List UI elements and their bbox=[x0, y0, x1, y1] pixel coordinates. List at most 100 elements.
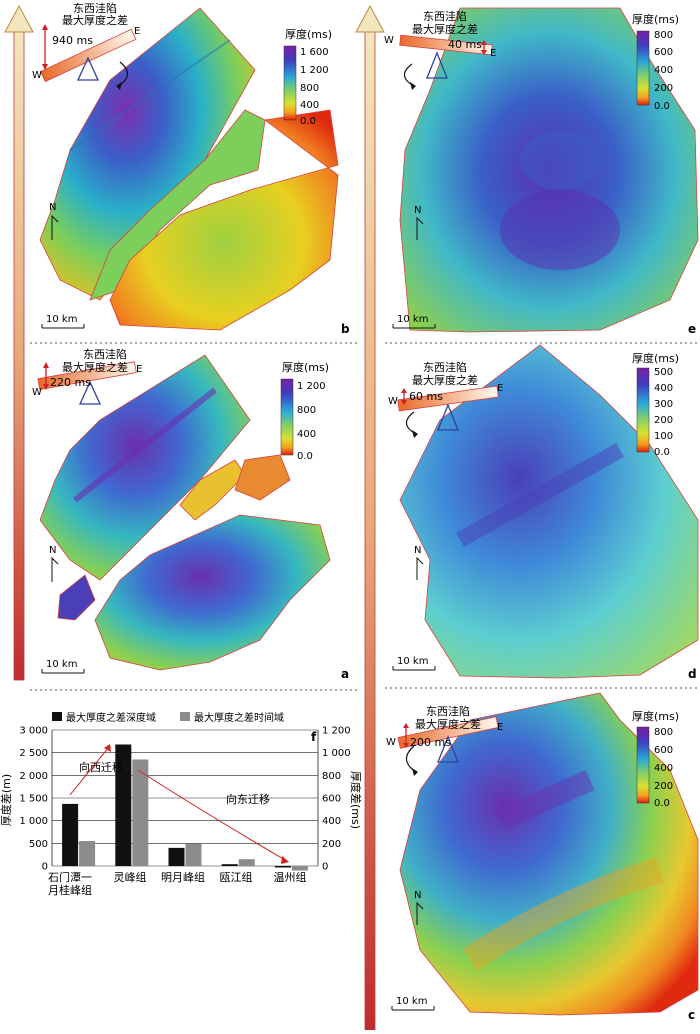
chart-ytick-left: 2 000 bbox=[19, 771, 48, 782]
tilt-diagram-c: 东西洼陷 最大厚度之差 200 ms W E bbox=[386, 704, 503, 776]
chart-ytick-left: 500 bbox=[29, 839, 48, 850]
map-c bbox=[399, 692, 699, 1016]
panel-letter-d: d bbox=[688, 667, 697, 681]
tilt-label2-d: 最大厚度之差 bbox=[412, 373, 478, 387]
scale-bar-d: 10 km bbox=[392, 656, 436, 671]
chart-bar-depth bbox=[221, 864, 238, 866]
north-arrow-e: N bbox=[414, 205, 424, 240]
west-label-e: W bbox=[384, 35, 394, 46]
tilt-diagram-e: 东西洼陷 最大厚度之差 40 ms W E bbox=[384, 9, 496, 90]
legend-tick-d-0: 500 bbox=[654, 367, 673, 378]
chart-bar-time bbox=[291, 866, 308, 871]
svg-text:10 km: 10 km bbox=[397, 314, 428, 325]
scale-bar-a: 10 km bbox=[41, 659, 85, 674]
arrow-east bbox=[137, 769, 286, 861]
legend-swatch-depth bbox=[52, 712, 62, 721]
chart-ylabel-left: 厚度差(m) bbox=[0, 774, 13, 826]
legend-tick-e-4: 0.0 bbox=[654, 101, 670, 112]
legend-tick-b-3: 400 bbox=[300, 100, 319, 111]
east-label-b: E bbox=[134, 26, 140, 37]
chart-ytick-right: 1 000 bbox=[322, 748, 351, 759]
panel-d: 东西洼陷 最大厚度之差 60 ms W E 厚度(ms) 500 400 300… bbox=[388, 344, 699, 681]
svg-text:10 km: 10 km bbox=[46, 314, 77, 325]
chart-ytick-right: 0 bbox=[322, 862, 328, 873]
annotation-west: 向西迁移 bbox=[79, 760, 123, 774]
svg-text:N: N bbox=[414, 205, 421, 216]
map-e bbox=[399, 7, 699, 333]
legend-tick-b-2: 800 bbox=[300, 83, 319, 94]
value-label-a: 220 ms bbox=[50, 376, 91, 389]
east-label-c: E bbox=[497, 722, 503, 733]
legend-tick-c-1: 600 bbox=[654, 745, 673, 756]
legend-depth: 最大厚度之差深度域 bbox=[66, 711, 156, 724]
north-arrow-b: N bbox=[49, 202, 59, 240]
legend-tick-c-3: 200 bbox=[654, 781, 673, 792]
svg-text:10 km: 10 km bbox=[46, 659, 77, 670]
scale-bar-c: 10 km bbox=[391, 996, 435, 1011]
legend-tick-e-0: 800 bbox=[654, 30, 673, 41]
legend-tick-a-0: 1 200 bbox=[297, 381, 326, 392]
chart-ytick-left: 3 000 bbox=[19, 726, 48, 737]
svg-text:N: N bbox=[414, 890, 421, 901]
tilt-label-c: 东西洼陷 bbox=[426, 704, 470, 718]
north-arrow-a: N bbox=[49, 545, 59, 582]
chart-ytick-left: 0 bbox=[42, 862, 48, 873]
value-label-b: 940 ms bbox=[52, 34, 93, 47]
legend-tick-a-2: 400 bbox=[297, 429, 316, 440]
legend-swatch-time bbox=[180, 712, 190, 721]
tilt-diagram-b: 东西洼陷 最大厚度之差 940 ms W E bbox=[32, 1, 140, 90]
tilt-label-a: 东西洼陷 bbox=[83, 347, 127, 361]
legend-tick-d-4: 100 bbox=[654, 431, 673, 442]
legend-tick-c-4: 0.0 bbox=[654, 798, 670, 809]
legend-tick-e-3: 200 bbox=[654, 83, 673, 94]
north-arrow-d: N bbox=[414, 545, 424, 580]
legend-tick-e-2: 400 bbox=[654, 65, 673, 76]
panel-letter-e: e bbox=[688, 322, 696, 336]
chart-bar-depth bbox=[62, 803, 79, 866]
legend-tick-b-0: 1 600 bbox=[300, 47, 329, 58]
annotation-east: 向东迁移 bbox=[226, 792, 270, 806]
value-label-d: 60 ms bbox=[409, 390, 443, 403]
tilt-diagram-a: 东西洼陷 最大厚度之差 220 ms W E bbox=[32, 347, 142, 405]
svg-text:10 km: 10 km bbox=[397, 656, 428, 667]
legend-title-b: 厚度(ms) bbox=[285, 27, 332, 41]
chart-ytick-left: 1 000 bbox=[19, 816, 48, 827]
west-label-b: W bbox=[32, 70, 42, 81]
east-label-a: E bbox=[136, 364, 142, 375]
chart-bar-time bbox=[185, 843, 202, 866]
tilt-label-e: 东西洼陷 bbox=[423, 9, 467, 23]
chart-cat-0: 石门潭一 bbox=[48, 870, 92, 884]
chart-ytick-right: 400 bbox=[322, 816, 341, 827]
panel-e: 东西洼陷 最大厚度之差 40 ms W E 厚度(ms) 800 600 400… bbox=[384, 7, 699, 336]
chart-bar-time bbox=[132, 759, 149, 866]
west-label-a: W bbox=[32, 387, 42, 398]
legend-tick-a-3: 0.0 bbox=[297, 451, 313, 462]
panel-b: 东西洼陷 最大厚度之差 940 ms W E 厚度(ms) 1 600 1 20… bbox=[32, 1, 350, 336]
chart-cat-3: 瓯江组 bbox=[220, 870, 253, 884]
chart-bar-time bbox=[79, 841, 96, 866]
map-d bbox=[399, 344, 699, 679]
east-label-d: E bbox=[497, 383, 503, 394]
legend-tick-d-3: 200 bbox=[654, 415, 673, 426]
east-label-e: E bbox=[490, 48, 496, 59]
panel-letter-a: a bbox=[341, 667, 349, 681]
chart-cat-4: 温州组 bbox=[274, 870, 307, 884]
legend-tick-e-1: 600 bbox=[654, 47, 673, 58]
svg-text:N: N bbox=[49, 202, 56, 213]
value-label-c: 200 ms bbox=[410, 736, 451, 749]
tilt-label2-b: 最大厚度之差 bbox=[62, 13, 128, 27]
chart-ytick-right: 600 bbox=[322, 794, 341, 805]
legend-tick-c-0: 800 bbox=[654, 727, 673, 738]
legend-e: 厚度(ms) 800 600 400 200 0.0 bbox=[632, 12, 679, 112]
panel-letter-c: c bbox=[688, 1008, 695, 1022]
arrow-west bbox=[69, 745, 111, 796]
legend-title-a: 厚度(ms) bbox=[282, 360, 329, 374]
legend-a: 厚度(ms) 1 200 800 400 0.0 bbox=[280, 360, 329, 462]
panel-letter-b: b bbox=[341, 322, 350, 336]
tilt-diagram-d: 东西洼陷 最大厚度之差 60 ms W E bbox=[388, 360, 503, 438]
legend-c: 厚度(ms) 800 600 400 200 0.0 bbox=[632, 709, 679, 809]
tilt-label2-c: 最大厚度之差 bbox=[415, 717, 481, 731]
tilt-label-b: 东西洼陷 bbox=[73, 1, 117, 15]
legend-title-d: 厚度(ms) bbox=[632, 351, 679, 365]
